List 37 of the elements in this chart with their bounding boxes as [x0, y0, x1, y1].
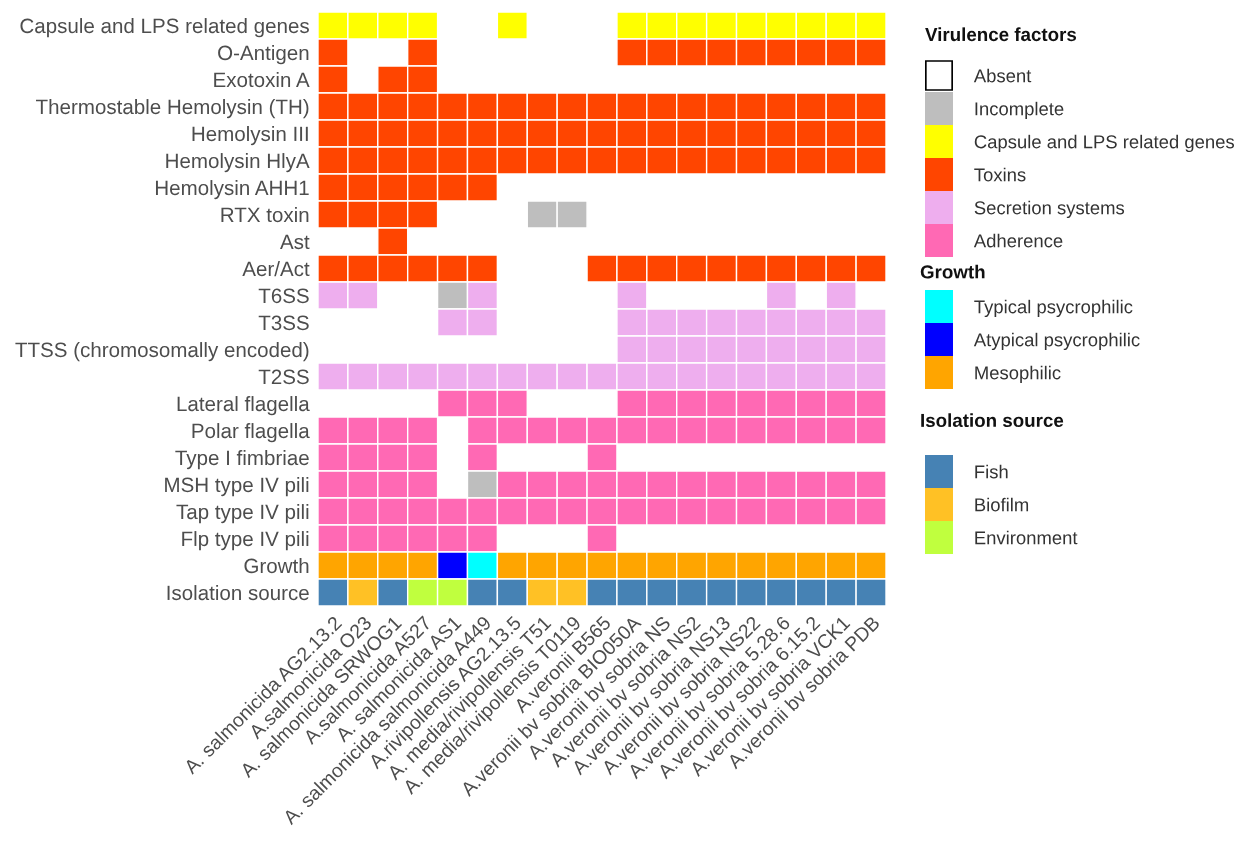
y-tick-label: TTSS (chromosomally encoded): [15, 342, 309, 362]
y-tick-label: O-Antigen: [218, 45, 309, 65]
color-bar-label: Biofilm: [975, 497, 1029, 512]
color-bar-label: Capsule and LPS related genes: [974, 134, 1235, 153]
text: Isolation source: [921, 413, 1064, 428]
color-bar-label: Secretion systems: [974, 200, 1125, 219]
y-tick-label: MSH type IV pili: [165, 477, 309, 497]
color-bar-label: Absent: [973, 68, 1032, 83]
y-tick-label: T3SS: [258, 315, 309, 331]
y-tick-label: Hemolysin III: [192, 126, 308, 146]
color-bar-label: Mesophilic: [975, 365, 1061, 384]
y-tick-label: Type I fimbriae: [175, 450, 309, 470]
color-bar-label: Atypical psycrophilic: [973, 332, 1140, 351]
y-tick-label: Growth: [244, 558, 309, 574]
text: Growth: [920, 264, 985, 279]
y-tick-label: Hemolysin HlyA: [166, 153, 310, 173]
color-bar-label: Environment: [975, 530, 1078, 545]
y-tick-label: T2SS: [258, 369, 309, 385]
color-bar-label: Adherence: [973, 233, 1063, 248]
color-bar-label: Toxins: [974, 167, 1026, 182]
y-tick-label: Polar flagella: [192, 423, 310, 443]
y-tick-label: Ast: [280, 234, 310, 250]
color-bar-title: Virulence factors: [925, 27, 1077, 42]
y-tick-label: Hemolysin AHH1: [155, 180, 309, 200]
y-tick-label: Lateral flagella: [177, 396, 310, 416]
color-bar-label: Typical psycrophilic: [974, 299, 1133, 318]
y-tick-label: RTX toxin: [221, 207, 309, 223]
color-bar-label: Incomplete: [975, 101, 1064, 120]
y-tick-label: Thermostable Hemolysin (TH): [36, 99, 309, 119]
color-bar-label: Fish: [975, 464, 1008, 479]
y-tick-label: T6SS: [258, 288, 309, 304]
y-tick-label: Isolation source: [167, 585, 309, 601]
y-tick-label: Aer/Act: [242, 261, 310, 277]
y-tick-label: Tap type IV pili: [176, 504, 309, 524]
y-tick-label: Exotoxin A: [214, 72, 310, 88]
y-tick-label: Flp type IV pili: [182, 531, 309, 551]
y-tick-label: Capsule and LPS related genes: [20, 18, 309, 38]
